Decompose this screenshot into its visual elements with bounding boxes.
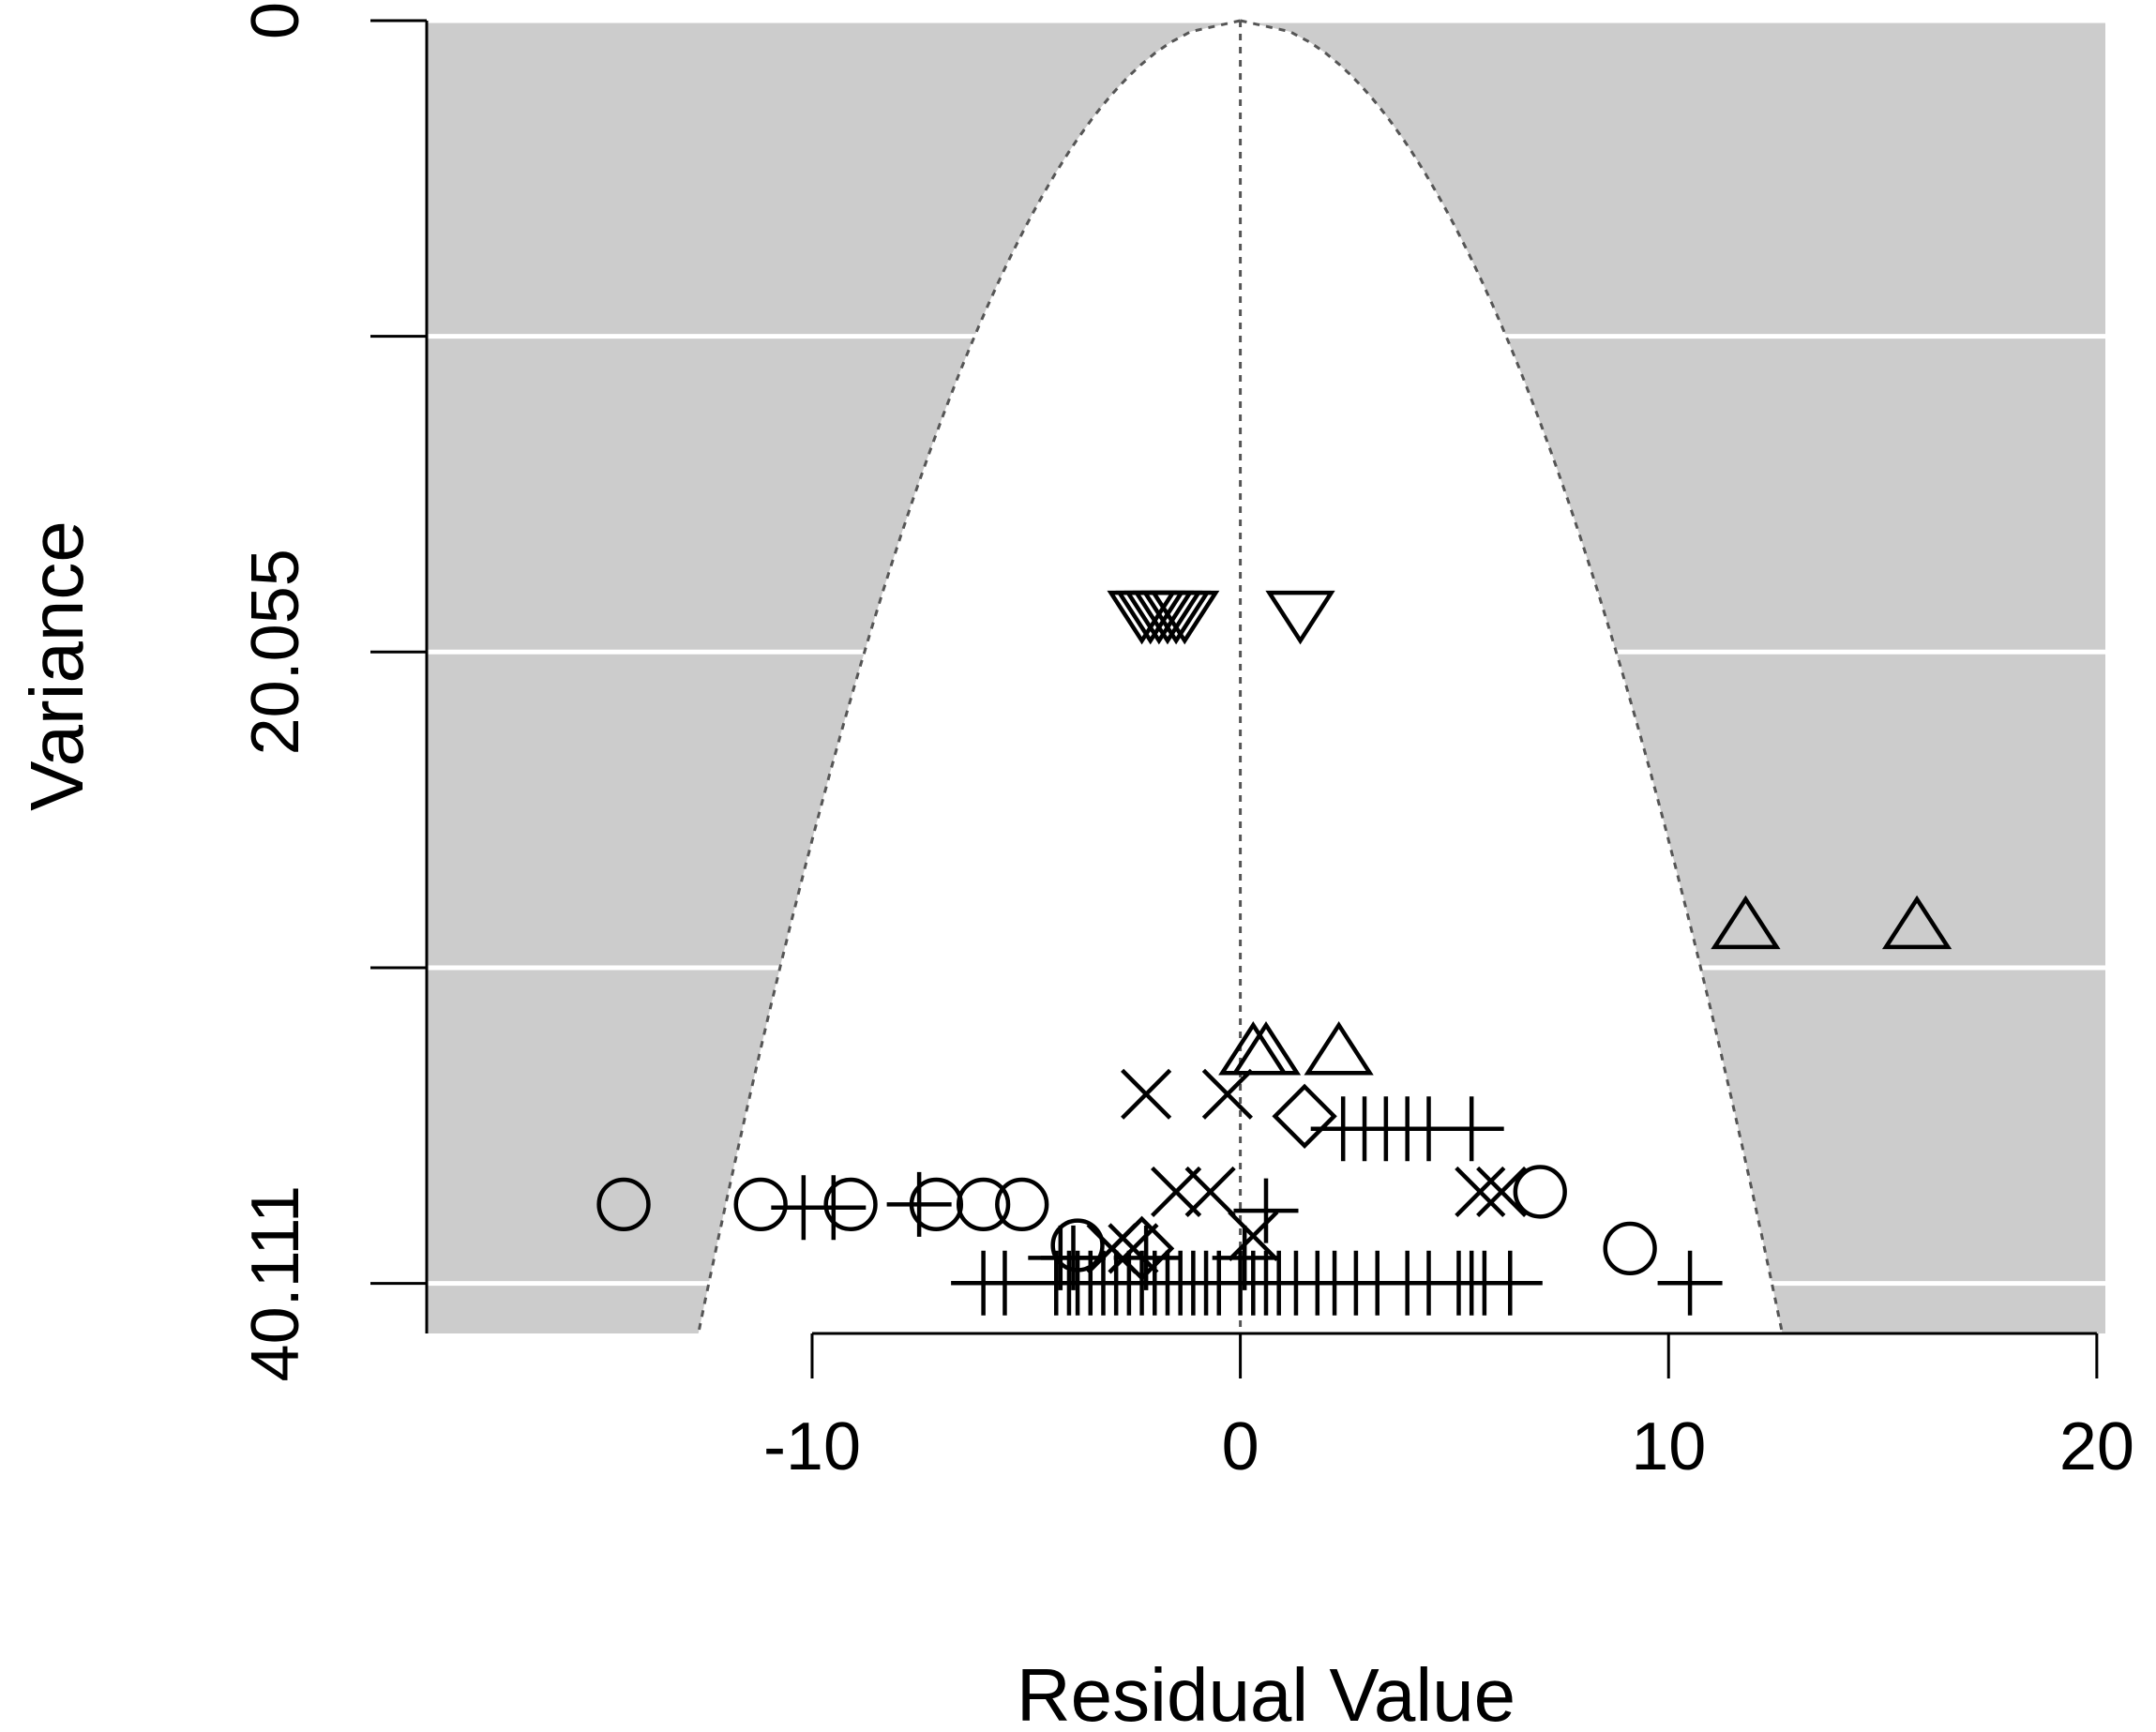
x-tick-label-1: 0	[1222, 1409, 1259, 1484]
point-triangle-down-6	[1265, 590, 1335, 645]
point-plus-1	[801, 1175, 867, 1241]
y-tick-label-4: 40.111	[238, 1185, 313, 1382]
x-axis-title: Residual Value	[1017, 1653, 1515, 1732]
point-plus-40	[1477, 1250, 1543, 1316]
data-points	[596, 590, 1952, 1316]
point-triangle-up-3	[1230, 1021, 1302, 1076]
y-axis-title: Variance	[15, 520, 98, 811]
x-tick-label-0: -10	[763, 1409, 861, 1484]
x-tick-label-2: 10	[1631, 1409, 1706, 1484]
point-triangle-down-5	[1150, 590, 1220, 645]
point-circle-5	[995, 1177, 1049, 1232]
point-plus-9	[1439, 1096, 1504, 1162]
point-circle-4	[956, 1177, 1011, 1232]
point-x-1	[1201, 1068, 1253, 1120]
point-triangle-up-0	[1711, 895, 1781, 950]
point-circle-2	[823, 1177, 878, 1232]
point-diamond-0	[1272, 1083, 1337, 1150]
point-circle-8	[1603, 1221, 1657, 1276]
point-plus-2	[886, 1171, 952, 1237]
point-plus-44	[1113, 1225, 1179, 1290]
point-plus-45	[1212, 1225, 1277, 1290]
point-x-8	[1228, 1210, 1279, 1262]
point-x-3	[1184, 1166, 1236, 1218]
point-triangle-up-1	[1881, 895, 1952, 950]
point-plus-41	[1657, 1250, 1723, 1316]
funnel-boundary-right	[1240, 19, 1785, 1334]
plot-panel	[427, 18, 2105, 1334]
point-x-0	[1121, 1068, 1172, 1120]
point-x-4	[1455, 1166, 1506, 1218]
point-triangle-up-4	[1304, 1021, 1374, 1076]
y-tick-label-0: 0	[238, 2, 313, 39]
funnel-boundary-left	[697, 19, 1241, 1334]
point-circle-7	[1513, 1165, 1567, 1219]
axes: -10 0 10 20 0 20.055 40.111	[238, 2, 2134, 1484]
y-tick-label-2: 20.055	[238, 549, 313, 755]
point-circle-1	[733, 1177, 788, 1232]
point-plus-3	[1233, 1178, 1299, 1243]
x-tick-label-3: 20	[2059, 1409, 2134, 1484]
point-x-5	[1476, 1166, 1528, 1218]
point-circle-0	[596, 1177, 651, 1232]
point-plus-43	[1041, 1225, 1107, 1290]
